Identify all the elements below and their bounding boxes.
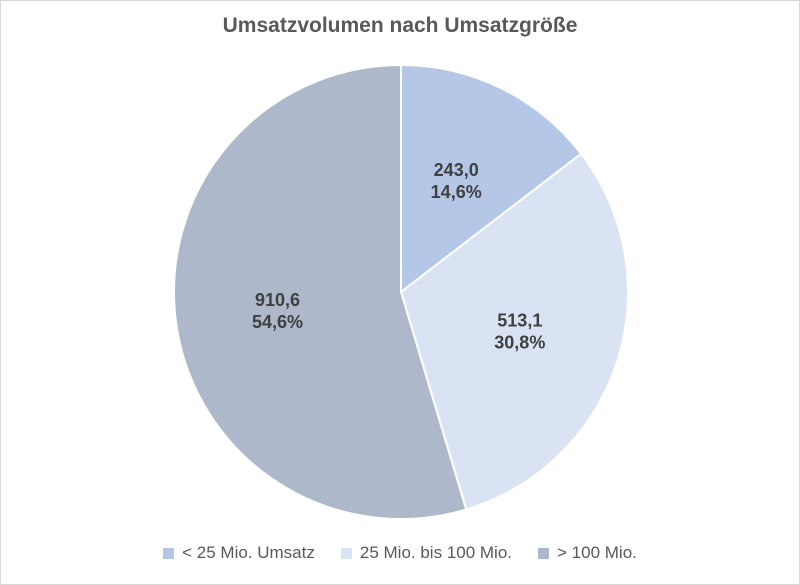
legend-label-2: > 100 Mio. [557,543,637,562]
legend-item-2: > 100 Mio. [538,543,637,563]
legend-label-1: 25 Mio. bis 100 Mio. [359,543,513,562]
slice-percent-label-2: 54,6% [252,312,303,332]
pie-slice-1 [399,152,629,511]
legend-item-1: 25 Mio. bis 100 Mio. [340,543,513,563]
pie-slice-2 [173,63,468,520]
slice-value-label-0: 243,0 [434,160,479,180]
pie-slice-0 [400,63,583,295]
slice-percent-label-0: 14,6% [431,182,482,202]
slice-percent-label-1: 30,8% [494,332,545,352]
legend-swatch-2 [538,547,550,559]
legend-swatch-0 [163,547,175,559]
legend: < 25 Mio. Umsatz 25 Mio. bis 100 Mio. > … [0,543,800,563]
legend-swatch-1 [340,547,352,559]
slice-value-label-2: 910,6 [255,290,300,310]
legend-label-0: < 25 Mio. Umsatz [182,543,315,562]
legend-item-0: < 25 Mio. Umsatz [163,543,315,563]
chart-title: Umsatzvolumen nach Umsatzgröße [222,14,578,37]
slice-value-label-1: 513,1 [497,310,542,330]
